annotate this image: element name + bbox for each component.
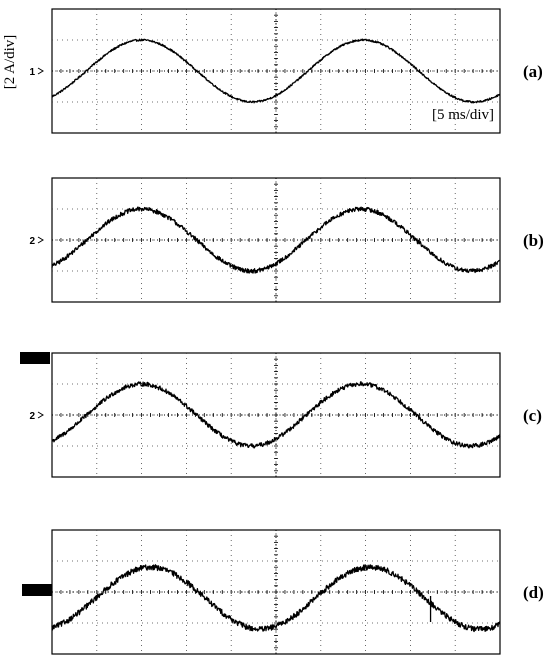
- waveform-trace: [51, 38, 501, 104]
- trigger-marker-label: 1: [38, 354, 44, 365]
- channel-marker-label: 1: [29, 67, 35, 78]
- waveform-trace: [51, 381, 501, 449]
- channel-marker-label: 2: [29, 411, 35, 422]
- scope-panel-2: 2 (b): [29, 177, 544, 303]
- channel-marker-arrow: [37, 67, 44, 75]
- channel-marker-label: 2: [29, 236, 35, 247]
- trigger-marker-box: [20, 352, 50, 364]
- time-scale-label: [5 ms/div]: [432, 107, 494, 123]
- channel-marker-arrow: [37, 236, 44, 244]
- panel-label: (d): [523, 583, 544, 602]
- scope-panel-3: 2 1 (c): [20, 352, 542, 478]
- panel-label: (c): [523, 406, 542, 425]
- scope-panel-4: 1(d): [22, 529, 544, 655]
- scope-panel-1: 1 (a): [29, 8, 543, 134]
- panels-group: 1 (a) 2 (b) 2 1 (c) 1(d): [20, 8, 544, 655]
- current-scale-label: [2 A/div]: [2, 35, 18, 90]
- waveform-trace: [51, 564, 501, 633]
- channel-marker-box: [22, 584, 52, 596]
- waveform-trace: [51, 206, 501, 274]
- channel-marker-arrow: [37, 411, 44, 419]
- panel-label: (b): [523, 231, 544, 250]
- panel-label: (a): [523, 62, 543, 81]
